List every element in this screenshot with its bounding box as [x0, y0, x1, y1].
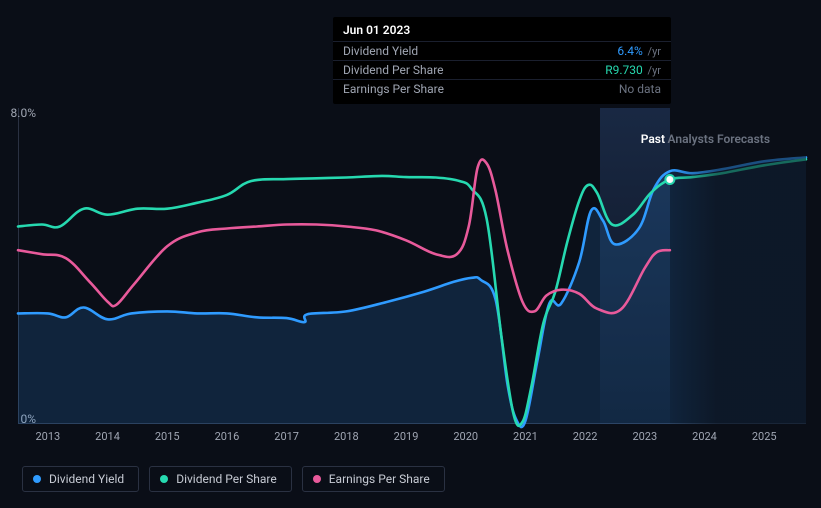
tooltip-row-label: Dividend Yield [343, 44, 418, 58]
x-axis-label: 2018 [334, 430, 359, 443]
x-axis-labels: 2013 2014 2015 2016 2017 2018 2019 2020 2021 2022… [18, 430, 806, 448]
chart-svg [18, 108, 806, 424]
tooltip-row-label: Earnings Per Share [343, 82, 444, 96]
x-axis-label: 2020 [453, 430, 478, 443]
x-axis-label: 2016 [215, 430, 240, 443]
tooltip-row-value-wrap: 6.4% /yr [617, 44, 661, 58]
legend-label: Dividend Per Share [176, 472, 277, 486]
x-axis-label: 2017 [274, 430, 299, 443]
tooltip-row: Dividend Yield 6.4% /yr [333, 41, 671, 60]
tooltip-row-unit: /yr [645, 64, 661, 77]
legend: Dividend Yield Dividend Per Share Earnings… [22, 466, 445, 492]
chart-plot-area[interactable]: 8.0% 0% Past Analysts Forecasts [18, 108, 806, 424]
series-line [18, 159, 670, 313]
tooltip-row-value: No data [619, 82, 661, 96]
legend-item[interactable]: Dividend Per Share [149, 466, 292, 492]
x-axis-label: 2024 [692, 430, 717, 443]
legend-item[interactable]: Dividend Yield [22, 466, 139, 492]
tooltip-row-value: R9.730 [605, 63, 643, 77]
x-axis-label: 2025 [752, 430, 777, 443]
legend-label: Earnings Per Share [329, 472, 430, 486]
tooltip-row-value-wrap: R9.730 /yr [605, 63, 661, 77]
legend-dot-icon [160, 475, 168, 483]
past-label: Past [641, 132, 665, 146]
tooltip-row-label: Dividend Per Share [343, 63, 444, 77]
x-axis-label: 2015 [155, 430, 180, 443]
forecast-label: Analysts Forecasts [668, 132, 770, 146]
x-axis-label: 2014 [95, 430, 120, 443]
legend-label: Dividend Yield [49, 472, 124, 486]
x-axis-label: 2019 [394, 430, 419, 443]
x-axis-label: 2021 [513, 430, 538, 443]
series-fill [18, 157, 806, 427]
x-axis-label: 2022 [573, 430, 598, 443]
legend-dot-icon [33, 475, 41, 483]
tooltip-row-value-wrap: No data [619, 82, 661, 96]
tooltip-row-value: 6.4% [617, 44, 642, 58]
tooltip: Jun 01 2023 Dividend Yield6.4% /yrDivide… [333, 17, 671, 104]
tooltip-rows: Dividend Yield6.4% /yrDividend Per Share… [333, 41, 671, 98]
x-axis-label: 2013 [35, 430, 60, 443]
tooltip-row: Earnings Per Share No data [333, 79, 671, 98]
x-axis-label: 2023 [632, 430, 657, 443]
legend-item[interactable]: Earnings Per Share [302, 466, 445, 492]
legend-dot-icon [313, 475, 321, 483]
tooltip-date: Jun 01 2023 [333, 23, 671, 41]
tooltip-row-unit: /yr [645, 45, 661, 58]
tooltip-row: Dividend Per Share R9.730 /yr [333, 60, 671, 79]
